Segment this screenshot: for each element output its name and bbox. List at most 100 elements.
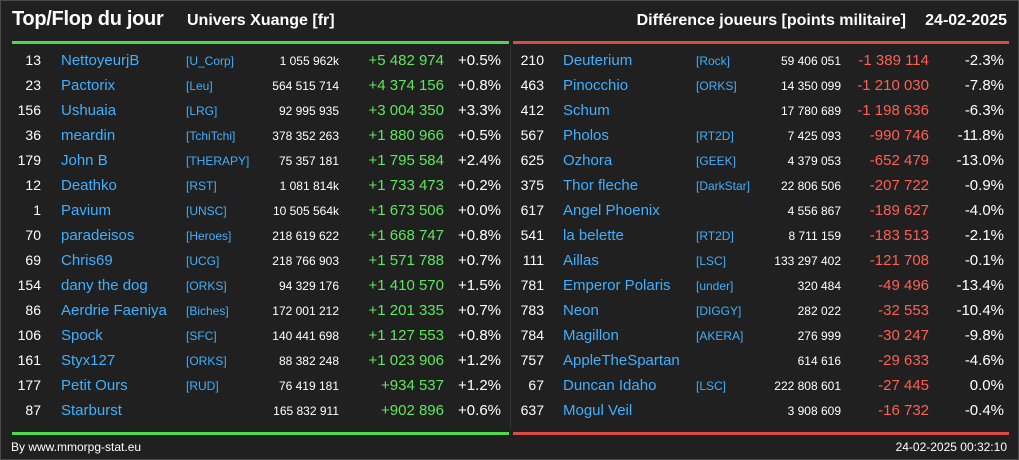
player-name-link[interactable]: Ushuaia [61,102,117,119]
alliance-link[interactable]: [RT2D] [696,129,734,143]
alliance-link[interactable]: [DarkStar] [696,179,751,193]
player-row: 781 Emperor Polaris [under] 320 484 -49 496 -… [511,273,1011,298]
player-name-link[interactable]: Thor fleche [563,177,639,194]
alliance-link[interactable]: [THERAPY] [186,154,250,168]
player-row: 161 Styx127 [ORKS] 88 382 248 +1 023 906 +1.2… [1,348,501,373]
alliance-link[interactable]: [Rock] [696,54,731,68]
alliance-link[interactable]: [UCG] [186,254,220,268]
player-name-link[interactable]: Pholos [563,127,609,144]
player-rank: 12 [25,177,41,193]
alliance-link[interactable]: [Leu] [186,79,213,93]
player-rank: 210 [520,52,544,68]
player-rank: 179 [17,152,41,168]
player-rank: 637 [520,402,544,418]
player-row: 625 Ozhora [GEEK] 4 379 053 -652 479 -13.0% [511,148,1011,173]
player-points: 564 515 714 [272,79,339,93]
player-rank: 783 [520,302,544,318]
points-delta: +4 374 156 [368,77,445,94]
player-name-link[interactable]: Pactorix [61,77,116,94]
alliance-link[interactable]: [LSC] [696,379,727,393]
player-name-link[interactable]: Angel Phoenix [563,202,660,219]
player-name-link[interactable]: Deathko [61,177,117,194]
player-points: 1 081 814k [279,179,339,193]
alliance-link[interactable]: [RUD] [186,379,219,393]
points-delta: +1 668 747 [368,227,445,244]
top-players-list: 13 NettoyeurjB [U_Corp] 1 055 962k +5 482 97… [1,48,501,423]
alliance-link[interactable]: [DIGGY] [696,304,742,318]
player-row: 23 Pactorix [Leu] 564 515 714 +4 374 156 +0.8… [1,73,501,98]
player-name-link[interactable]: Aillas [563,252,599,269]
points-delta: +1 795 584 [368,152,445,169]
alliance-link[interactable]: [under] [696,279,734,293]
player-name-link[interactable]: Aerdrie Faeniya [61,302,167,319]
alliance-link[interactable]: [Heroes] [186,229,232,243]
points-delta: +1 410 570 [368,277,445,294]
player-name-link[interactable]: John B [61,152,108,169]
player-name-link[interactable]: Deuterium [563,52,633,69]
points-delta: -1 389 114 [858,52,929,69]
player-row: 154 dany the dog [ORKS] 94 329 176 +1 410 57… [1,273,501,298]
percent-change: 0.0% [969,377,1004,394]
column-divider [510,45,511,429]
points-delta: +1 201 335 [368,302,445,319]
player-points: 3 908 609 [787,404,841,418]
player-points: 282 022 [797,304,841,318]
player-name-link[interactable]: Pinocchio [563,77,629,94]
player-name-link[interactable]: Emperor Polaris [563,277,671,294]
alliance-link[interactable]: [ORKS] [186,279,227,293]
player-name-link[interactable]: Chris69 [61,252,113,269]
alliance-link[interactable]: [U_Corp] [186,54,235,68]
player-name-link[interactable]: Spock [61,327,103,344]
player-name-link[interactable]: Ozhora [563,152,613,169]
player-rank: 375 [520,177,544,193]
player-name-link[interactable]: la belette [563,227,624,244]
player-name-link[interactable]: Starburst [61,402,122,419]
alliance-link[interactable]: [RST] [186,179,217,193]
player-name-link[interactable]: Neon [563,302,599,319]
player-rank: 784 [520,327,544,343]
alliance-link[interactable]: [Biches] [186,304,229,318]
player-row: 36 meardin [TchiTchi] 378 352 263 +1 880 966… [1,123,501,148]
player-name-link[interactable]: Styx127 [61,352,116,369]
percent-change: -4.0% [964,202,1004,219]
percent-change: -4.6% [964,352,1004,369]
alliance-link[interactable]: [TchiTchi] [186,129,236,143]
percent-change: +3.3% [458,102,501,119]
player-rank: 36 [25,127,41,143]
alliance-link[interactable]: [GEEK] [696,154,737,168]
player-points: 59 406 051 [780,54,841,68]
player-row: 177 Petit Ours [RUD] 76 419 181 +934 537 +1.2… [1,373,501,398]
alliance-link[interactable]: [LRG] [186,104,218,118]
alliance-link[interactable]: [ORKS] [696,79,737,93]
player-name-link[interactable]: Duncan Idaho [563,377,657,394]
alliance-link[interactable]: [UNSC] [186,204,227,218]
player-points: 10 505 564k [272,204,339,218]
player-name-link[interactable]: paradeisos [61,227,135,244]
alliance-link[interactable]: [AKERA] [696,329,744,343]
player-points: 276 999 [797,329,841,343]
alliance-link[interactable]: [LSC] [696,254,727,268]
points-delta: +1 880 966 [368,127,445,144]
player-name-link[interactable]: Petit Ours [61,377,128,394]
player-name-link[interactable]: Pavium [61,202,112,219]
alliance-link[interactable]: [SFC] [186,329,217,343]
percent-change: -0.1% [964,252,1004,269]
player-points: 218 766 903 [272,254,339,268]
date-label: 24-02-2025 [925,12,1007,29]
points-delta: -27 445 [878,377,929,394]
alliance-link[interactable]: [ORKS] [186,354,227,368]
bottom-divider-red [513,432,1009,435]
player-row: 106 Spock [SFC] 140 441 698 +1 127 553 +0.8% [1,323,501,348]
player-name-link[interactable]: Schum [563,102,610,119]
points-delta: -32 553 [878,302,929,319]
player-name-link[interactable]: dany the dog [61,277,148,294]
player-name-link[interactable]: meardin [61,127,116,144]
points-delta: -1 210 030 [857,77,929,94]
player-name-link[interactable]: Mogul Veil [563,402,633,419]
player-name-link[interactable]: Magillon [563,327,619,344]
player-name-link[interactable]: NettoyeurjB [61,52,140,69]
player-rank: 757 [520,352,544,368]
alliance-link[interactable]: [RT2D] [696,229,734,243]
site-credit: By www.mmorpg-stat.eu [11,440,142,454]
player-name-link[interactable]: AppleTheSpartan [563,352,680,369]
